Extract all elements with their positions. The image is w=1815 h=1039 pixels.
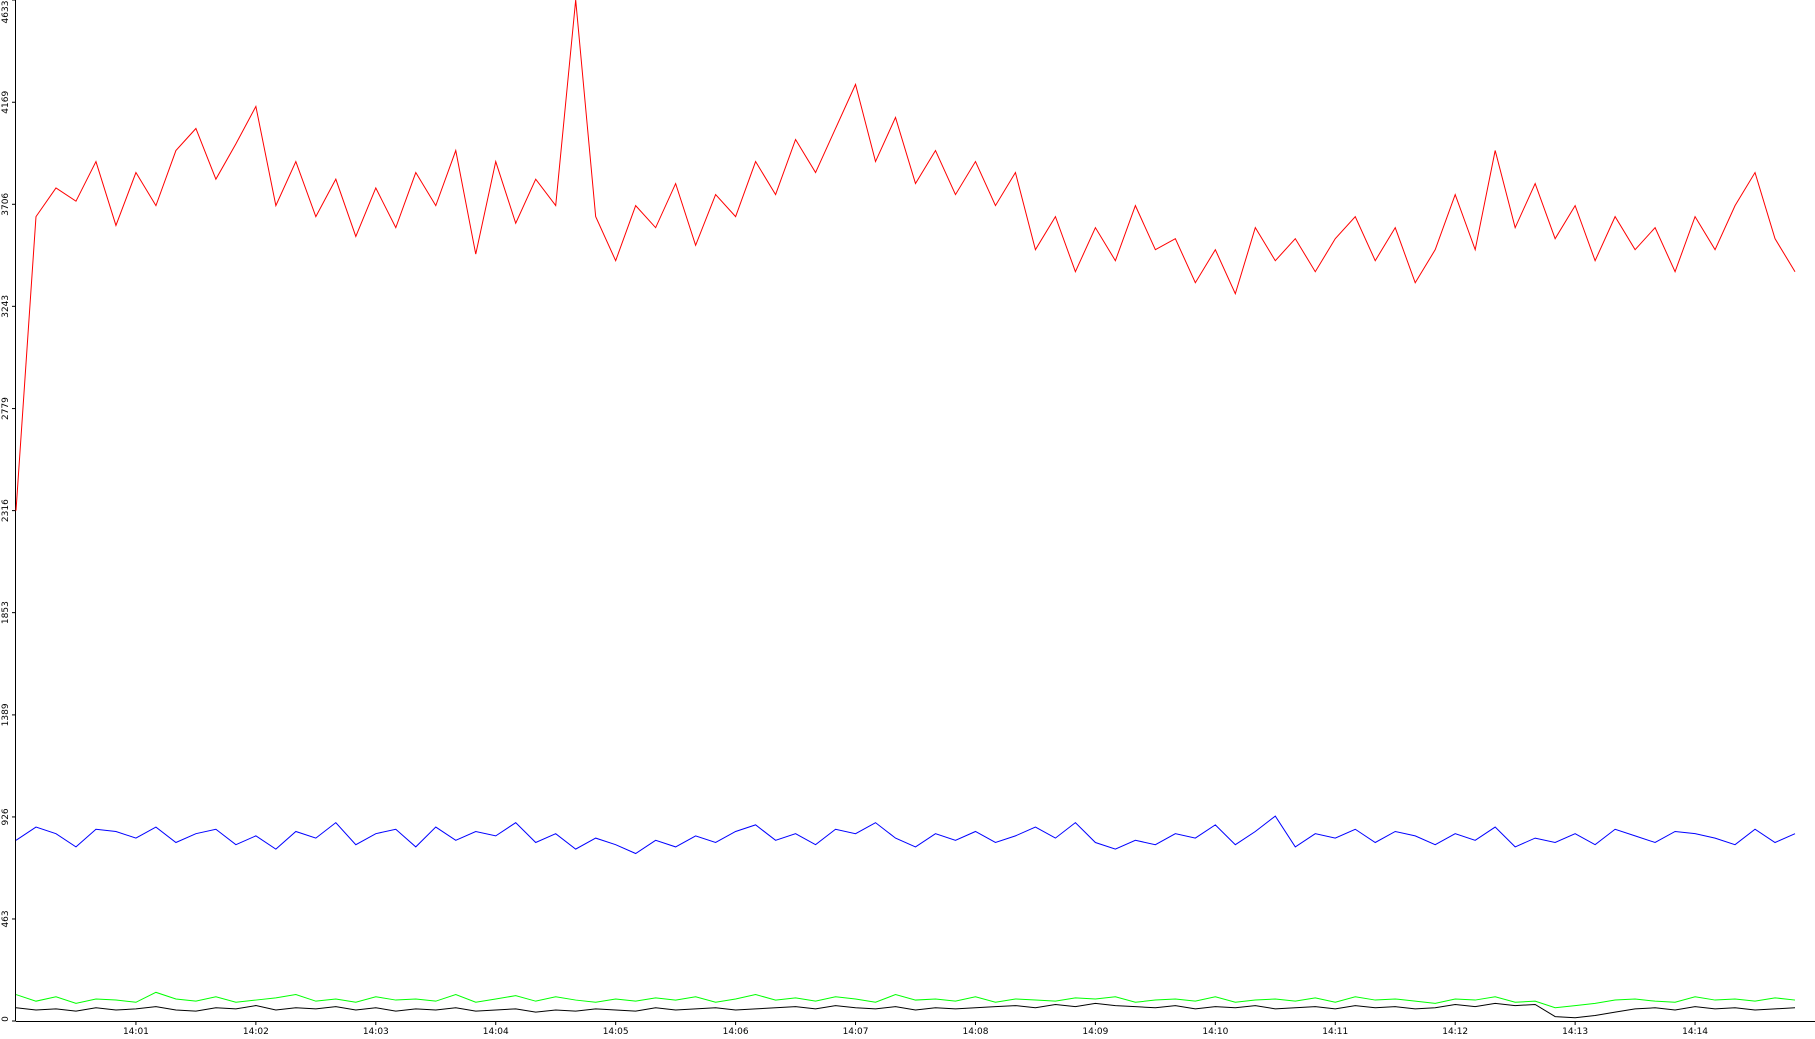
y-tick-label: 2316 <box>1 499 11 522</box>
x-tick-label: 14:06 <box>723 1027 749 1037</box>
x-tick-label: 14:02 <box>243 1027 269 1037</box>
y-tick-label: 2779 <box>1 397 11 420</box>
y-tick-label: 463 <box>1 910 11 927</box>
y-tick-label: 926 <box>1 808 11 825</box>
x-tick-label: 14:14 <box>1682 1027 1708 1037</box>
y-tick-label: 3243 <box>1 295 11 318</box>
x-tick-label: 14:13 <box>1562 1027 1588 1037</box>
x-tick-label: 14:03 <box>363 1027 389 1037</box>
x-tick-label: 14:01 <box>123 1027 149 1037</box>
series-line <box>15 815 1796 855</box>
y-tick-label: 0 <box>1 1016 11 1022</box>
y-tick-label: 4633 <box>1 1 11 24</box>
x-tick-label: 14:05 <box>603 1027 629 1037</box>
x-tick-label: 14:08 <box>962 1027 988 1037</box>
x-tick-label: 14:11 <box>1322 1027 1348 1037</box>
series-line <box>15 1002 1796 1019</box>
y-tick-label: 3706 <box>1 193 11 216</box>
y-tick-label: 4169 <box>1 91 11 114</box>
x-tick-label: 14:04 <box>483 1027 509 1037</box>
x-tick-label: 14:10 <box>1202 1027 1228 1037</box>
y-tick-label: 1389 <box>1 703 11 726</box>
y-tick-label: 1853 <box>1 601 11 624</box>
series-line <box>15 0 1796 511</box>
x-tick-label: 14:12 <box>1442 1027 1468 1037</box>
x-tick-label: 14:09 <box>1082 1027 1108 1037</box>
x-tick-label: 14:07 <box>843 1027 869 1037</box>
series-line <box>15 991 1796 1009</box>
